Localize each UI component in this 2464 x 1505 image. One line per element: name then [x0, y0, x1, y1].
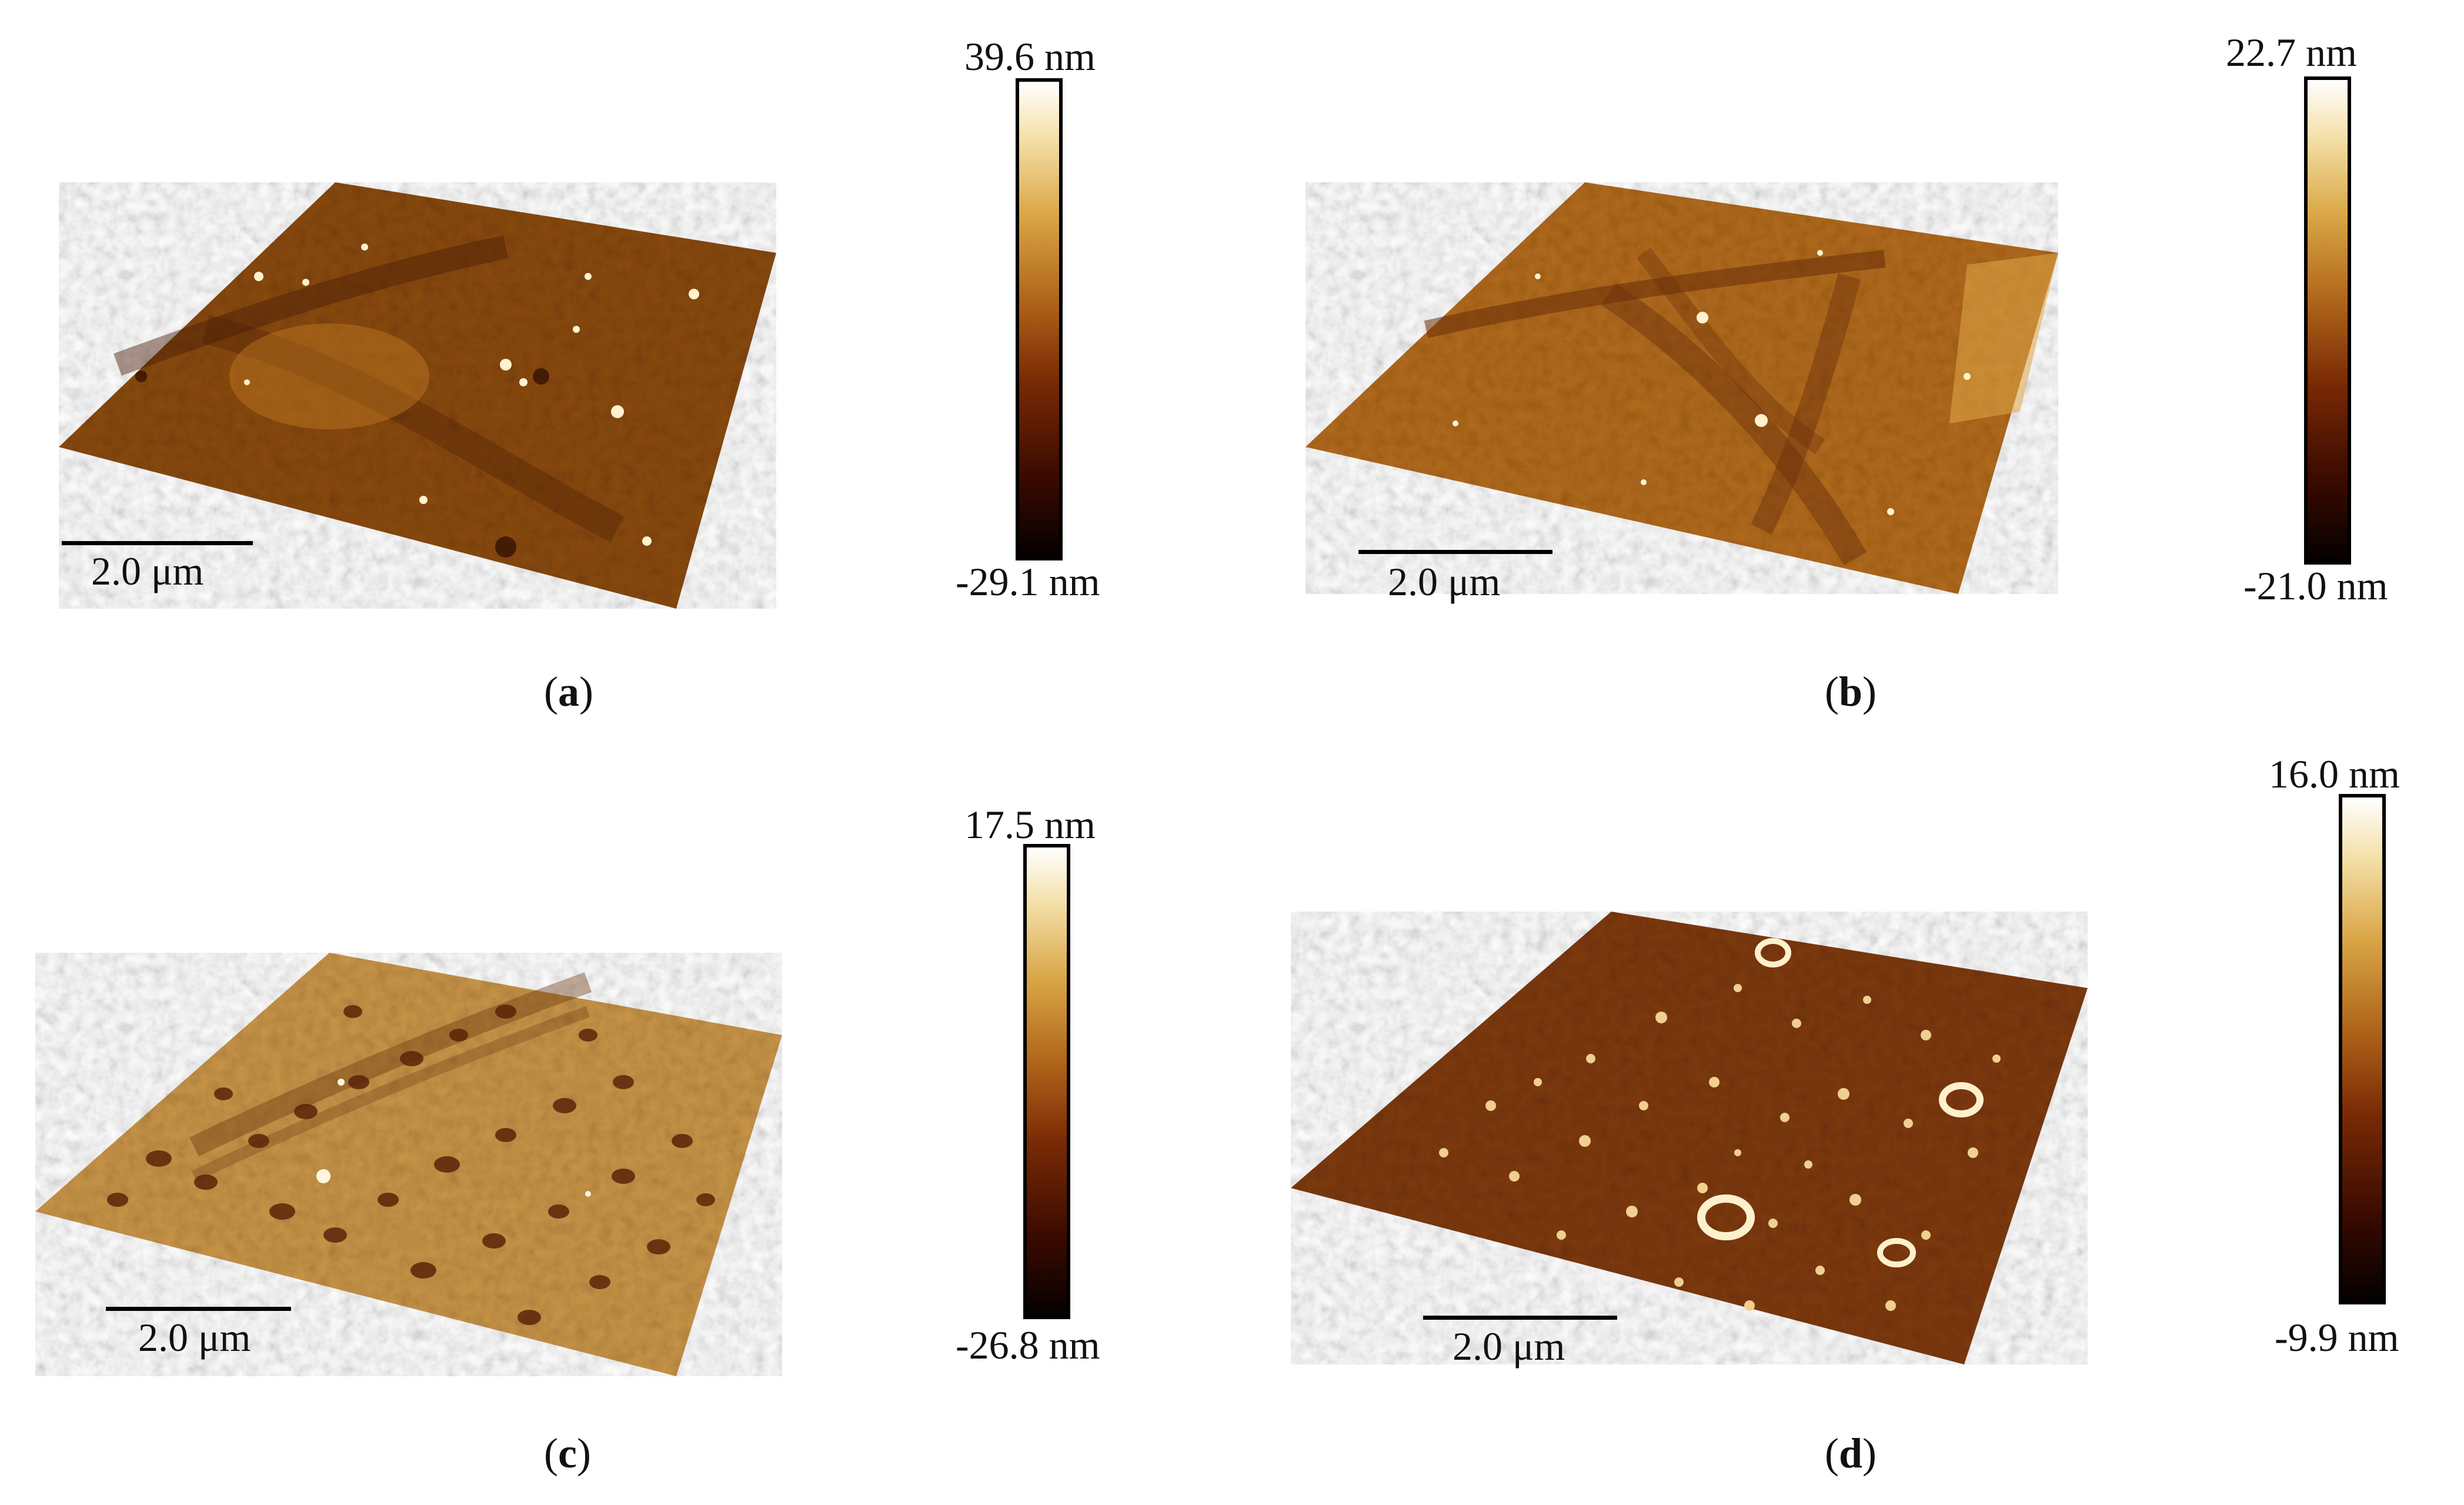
caption-a: (a) [544, 668, 593, 715]
colorbar-max-b: 22.7 nm [2226, 30, 2357, 75]
scale-label-d: 2.0 μm [1453, 1324, 1565, 1369]
colorbar-min-b: -21.0 nm [2243, 563, 2388, 608]
colorbar-d [2339, 794, 2386, 1304]
colorbar-min-d: -9.9 nm [2275, 1315, 2399, 1360]
caption-b: (b) [1825, 668, 1877, 715]
colorbar-max-c: 17.5 nm [964, 802, 1096, 847]
colorbar-max-d: 16.0 nm [2269, 752, 2400, 796]
afm-surface-c [35, 953, 782, 1376]
scale-bar-a [62, 541, 253, 545]
afm-panel-c: 2.0 μm 17.5 nm -26.8 nm (c) [0, 753, 1176, 1505]
scale-label-a: 2.0 μm [91, 549, 204, 593]
scale-bar-b [1358, 550, 1552, 554]
afm-surface-d [1291, 912, 2088, 1364]
afm-surface-a [59, 182, 776, 609]
colorbar-min-a: -29.1 nm [956, 559, 1100, 604]
afm-panel-a: 2.0 μm 39.6 nm -29.1 nm (a) [0, 0, 1176, 735]
scale-label-c: 2.0 μm [138, 1315, 251, 1360]
afm-panel-d: 2.0 μm 16.0 nm -9.9 nm (d) [1232, 753, 2464, 1505]
caption-d: (d) [1825, 1430, 1877, 1477]
colorbar-max-a: 39.6 nm [964, 34, 1096, 79]
afm-surface-b [1306, 182, 2058, 594]
colorbar-a [1016, 78, 1063, 560]
colorbar-min-c: -26.8 nm [956, 1323, 1100, 1367]
scale-bar-d [1423, 1316, 1617, 1320]
colorbar-b [2304, 76, 2351, 565]
scale-bar-c [106, 1307, 291, 1311]
caption-c: (c) [544, 1430, 591, 1477]
afm-panel-b: 2.0 μm 22.7 nm -21.0 nm (b) [1232, 0, 2464, 735]
colorbar-c [1023, 844, 1070, 1319]
scale-label-b: 2.0 μm [1388, 559, 1501, 604]
